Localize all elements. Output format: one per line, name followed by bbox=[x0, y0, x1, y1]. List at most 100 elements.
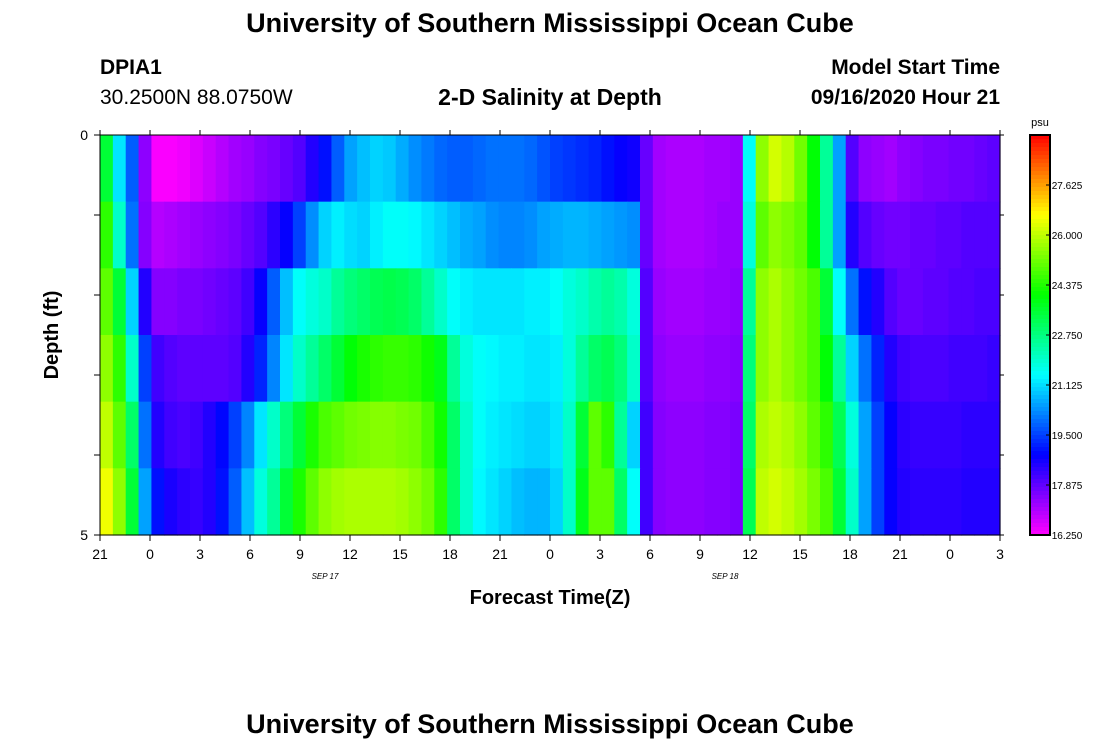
heatmap-cell bbox=[948, 201, 963, 269]
heatmap-cell bbox=[678, 135, 693, 203]
colorbar-tick-label: 16.250 bbox=[1052, 531, 1083, 542]
x-tick-label: 12 bbox=[742, 546, 758, 562]
heatmap-cell bbox=[665, 335, 680, 403]
y-tick-label: 5 bbox=[80, 527, 88, 543]
heatmap-cell bbox=[395, 201, 410, 269]
heatmap-cell bbox=[794, 135, 808, 203]
heatmap-cell bbox=[781, 201, 795, 269]
heatmap-cell bbox=[691, 268, 705, 336]
heatmap-cell bbox=[370, 401, 384, 469]
heatmap-cell bbox=[190, 335, 204, 403]
heatmap-cell bbox=[922, 401, 937, 469]
heatmap-cell bbox=[524, 335, 538, 403]
heatmap-cell bbox=[164, 468, 178, 536]
colorbar-segment bbox=[1030, 467, 1050, 472]
heatmap-cell bbox=[871, 135, 885, 203]
colorbar-segment bbox=[1030, 171, 1050, 176]
heatmap-cell bbox=[781, 335, 795, 403]
heatmap-cell bbox=[202, 268, 217, 336]
colorbar-segment bbox=[1030, 287, 1050, 292]
colorbar-segment bbox=[1030, 327, 1050, 332]
heatmap-cell bbox=[202, 335, 217, 403]
heatmap-cell bbox=[730, 335, 744, 403]
heatmap-cell bbox=[884, 401, 898, 469]
heatmap-cell bbox=[897, 268, 911, 336]
colorbar-segment bbox=[1030, 159, 1050, 164]
heatmap-cell bbox=[640, 468, 654, 536]
colorbar-segment bbox=[1030, 187, 1050, 192]
x-tick-label: 0 bbox=[546, 546, 554, 562]
heatmap-cell bbox=[125, 135, 140, 203]
colorbar-segment bbox=[1030, 283, 1050, 288]
colorbar-segment bbox=[1030, 183, 1050, 188]
colorbar-segment bbox=[1030, 531, 1050, 536]
heatmap-cell bbox=[151, 401, 165, 469]
heatmap-cell bbox=[434, 268, 448, 336]
heatmap-cell bbox=[447, 201, 461, 269]
heatmap-cell bbox=[357, 401, 371, 469]
heatmap-cell bbox=[357, 335, 371, 403]
heatmap-cell bbox=[280, 201, 294, 269]
colorbar-segment bbox=[1030, 311, 1050, 316]
heatmap-cell bbox=[164, 201, 178, 269]
heatmap-cell bbox=[112, 335, 127, 403]
heatmap-cell bbox=[434, 201, 448, 269]
heatmap-cell bbox=[627, 201, 641, 269]
heatmap-cell bbox=[202, 468, 217, 536]
heatmap-cell bbox=[961, 468, 975, 536]
heatmap-cell bbox=[511, 135, 525, 203]
heatmap-cell bbox=[678, 401, 693, 469]
colorbar-segment bbox=[1030, 279, 1050, 284]
colorbar-segment bbox=[1030, 259, 1050, 264]
heatmap-cell bbox=[254, 468, 268, 536]
heatmap-cell bbox=[935, 268, 950, 336]
heatmap-cell bbox=[935, 335, 950, 403]
colorbar-tick-label: 27.625 bbox=[1052, 181, 1083, 192]
heatmap-cell bbox=[395, 135, 410, 203]
colorbar-segment bbox=[1030, 483, 1050, 488]
colorbar-segment bbox=[1030, 507, 1050, 512]
heatmap-cell bbox=[755, 135, 770, 203]
x-axis-label: Forecast Time(Z) bbox=[470, 587, 631, 609]
heatmap-cell bbox=[460, 201, 474, 269]
colorbar-segment bbox=[1030, 367, 1050, 372]
heatmap-cell bbox=[408, 201, 423, 269]
x-tick-label: 6 bbox=[246, 546, 254, 562]
heatmap-cell bbox=[408, 335, 423, 403]
heatmap-cell bbox=[562, 401, 577, 469]
heatmap-cell bbox=[742, 201, 757, 269]
colorbar-segment bbox=[1030, 403, 1050, 408]
heatmap-cell bbox=[382, 335, 397, 403]
heatmap-cell bbox=[254, 201, 268, 269]
colorbar-segment bbox=[1030, 407, 1050, 412]
heatmap-cell bbox=[447, 335, 461, 403]
heatmap-cell bbox=[588, 401, 603, 469]
colorbar-segment bbox=[1030, 203, 1050, 208]
heatmap-cell bbox=[305, 401, 320, 469]
heatmap-cell bbox=[447, 468, 461, 536]
heatmap-cell bbox=[267, 335, 281, 403]
heatmap-cell bbox=[370, 335, 384, 403]
heatmap-cell bbox=[202, 401, 217, 469]
heatmap-cell bbox=[280, 268, 294, 336]
heatmap-cell bbox=[112, 201, 127, 269]
heatmap-cell bbox=[331, 335, 345, 403]
heatmap-cell bbox=[768, 401, 783, 469]
colorbar-units: psu bbox=[1031, 117, 1049, 129]
heatmap-cell bbox=[845, 201, 860, 269]
colorbar-tick-label: 22.750 bbox=[1052, 331, 1083, 342]
colorbar-segment bbox=[1030, 415, 1050, 420]
heatmap-cell bbox=[241, 468, 255, 536]
colorbar-segment bbox=[1030, 387, 1050, 392]
heatmap-cell bbox=[254, 268, 268, 336]
colorbar-segment bbox=[1030, 291, 1050, 296]
heatmap-cell bbox=[640, 135, 654, 203]
heatmap-cell bbox=[627, 268, 641, 336]
colorbar-segment bbox=[1030, 211, 1050, 216]
heatmap-cell bbox=[331, 268, 345, 336]
heatmap-cell bbox=[228, 468, 243, 536]
colorbar-segment bbox=[1030, 459, 1050, 464]
heatmap-cell bbox=[832, 401, 847, 469]
heatmap-cell bbox=[807, 201, 821, 269]
